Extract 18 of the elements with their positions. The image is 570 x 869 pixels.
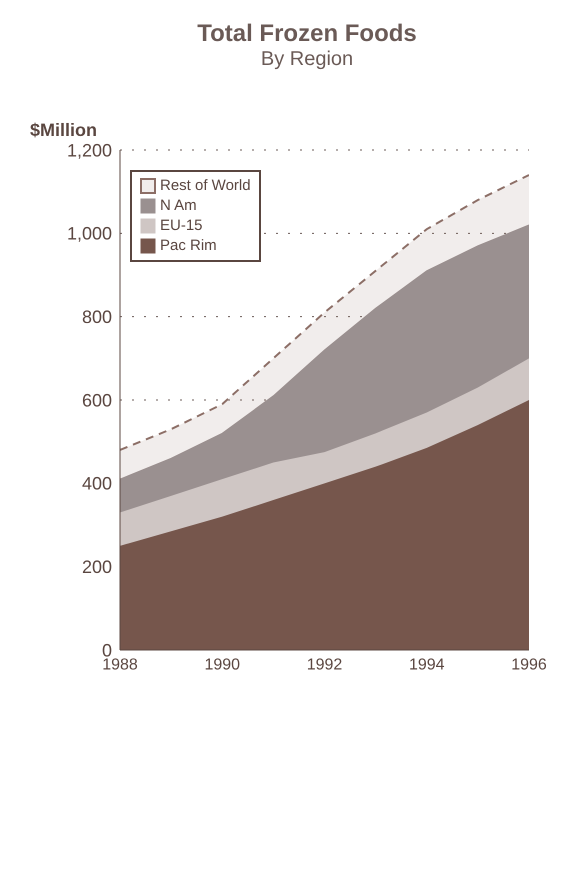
y-tick-label: 600 <box>82 390 112 410</box>
legend-label: Rest of World <box>160 176 251 196</box>
y-tick-label: 200 <box>82 557 112 578</box>
chart-title: Total Frozen Foods <box>196 20 418 48</box>
y-tick-label: 1,000 <box>66 224 112 244</box>
y-axis-title: $Million <box>30 120 97 141</box>
x-tick-label: 1990 <box>204 656 240 674</box>
y-tick-label: 1,200 <box>66 140 112 160</box>
legend-label: EU-15 <box>160 216 203 236</box>
x-tick-label: 1992 <box>306 656 342 674</box>
x-tick-label: 1988 <box>102 656 138 674</box>
legend-label: Pac Rim <box>160 236 217 256</box>
y-tick-label: 400 <box>82 474 112 494</box>
x-tick-label: 1994 <box>408 656 445 674</box>
legend-label: N Am <box>160 196 197 216</box>
chart-subtitle: By Region <box>260 48 354 71</box>
y-tick-label: 800 <box>82 307 112 328</box>
x-tick-label: 1996 <box>511 656 547 674</box>
